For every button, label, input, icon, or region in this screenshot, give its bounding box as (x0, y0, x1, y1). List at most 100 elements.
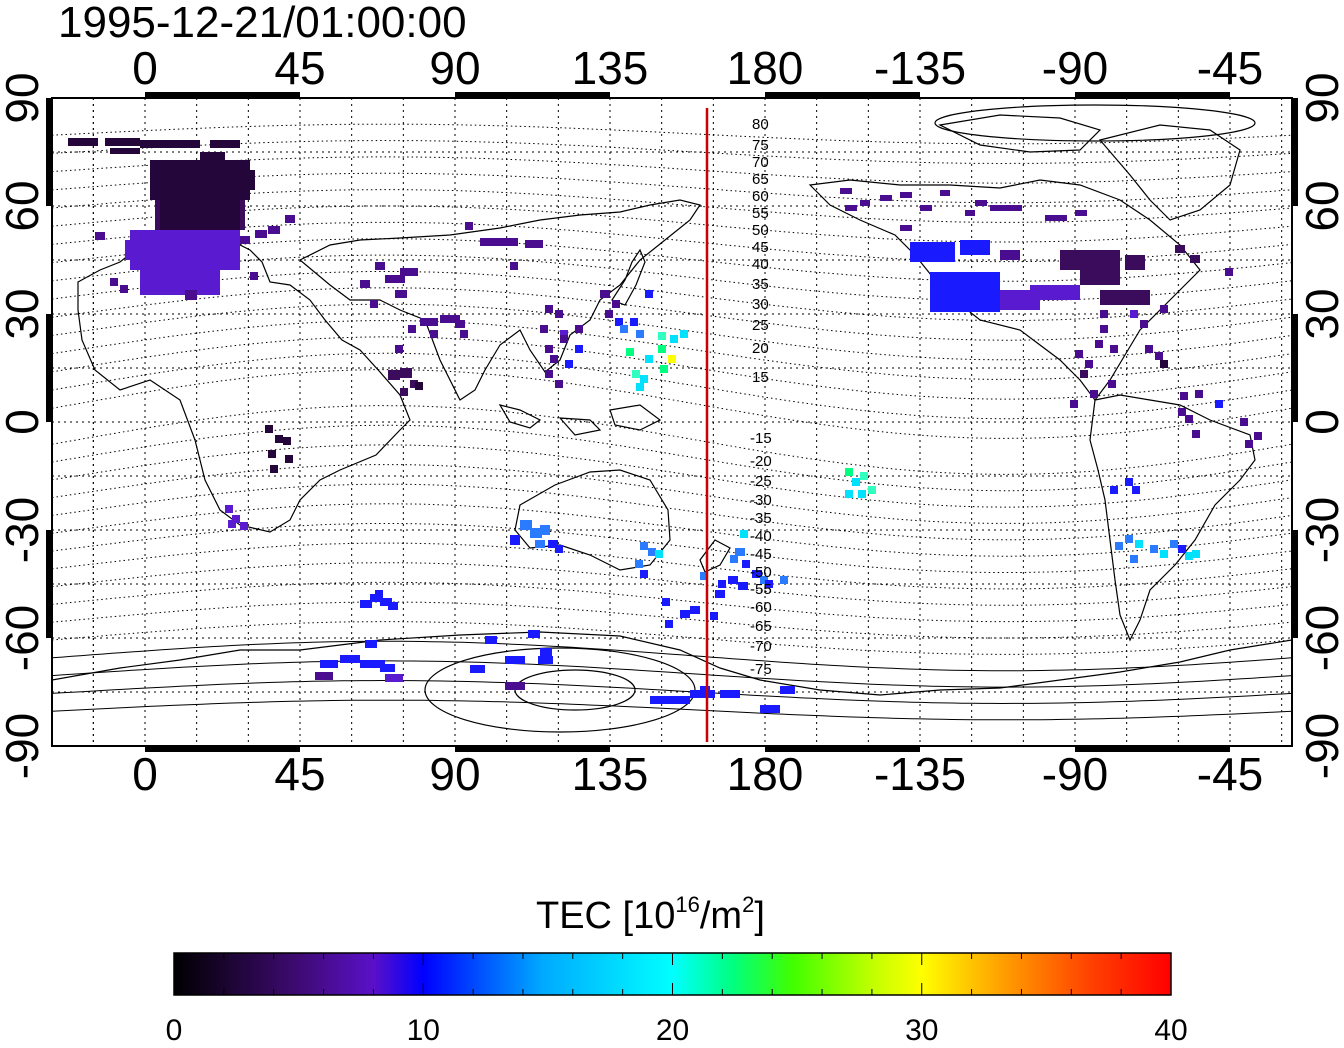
latitude-label-right: -30 (1296, 497, 1344, 563)
colorbar-label: 20 (656, 1014, 689, 1047)
tec-pixel (285, 215, 295, 223)
contour-label: 25 (752, 317, 769, 334)
tec-pixel (400, 268, 418, 276)
tec-pixel (555, 310, 563, 318)
tec-pixel (575, 325, 583, 333)
contour-label: 55 (752, 205, 769, 222)
tec-pixel (765, 580, 773, 588)
tec-pixel (1060, 250, 1120, 270)
tec-pixel (615, 318, 623, 326)
colorbar-label: 10 (407, 1014, 440, 1047)
longitude-label-top: 45 (274, 42, 325, 94)
tec-pixel (1095, 340, 1103, 348)
tec-pixel (1150, 545, 1158, 553)
tec-pixel (340, 655, 360, 663)
longitude-label-bottom: -135 (874, 748, 966, 800)
tec-pixel (1225, 268, 1233, 276)
tec-pixel (500, 238, 518, 246)
contour-label: 35 (752, 276, 769, 293)
colorbar-label: 0 (166, 1014, 183, 1047)
tec-pixel (728, 576, 738, 584)
tec-pixel (268, 450, 276, 458)
latitude-label-left: 90 (0, 72, 48, 123)
axis-bar (1075, 746, 1230, 752)
contour-label: -30 (750, 492, 772, 509)
magnetic-contour (52, 640, 1292, 672)
tec-pixel (1190, 255, 1200, 263)
tec-pixel (635, 560, 643, 568)
axis-bar (455, 92, 610, 98)
contour-label: 20 (752, 340, 769, 357)
axis-bar (1075, 92, 1230, 98)
tec-pixel (710, 612, 718, 620)
tec-pixel (910, 242, 955, 262)
tec-pixel (240, 236, 250, 244)
tec-pixel (640, 375, 648, 383)
tec-pixel (632, 370, 640, 378)
tec-pixel (395, 290, 407, 298)
tec-pixel (880, 195, 892, 201)
tec-pixel (930, 272, 1000, 312)
tec-pixel (530, 528, 542, 538)
latitude-labels-right: 90 60 30 0 -30 -60 -90 (1296, 72, 1344, 779)
colorbar-ticks: 0 10 20 30 40 (166, 953, 1188, 1047)
tec-pixel (650, 696, 690, 704)
contour-label: 30 (752, 296, 769, 313)
contour-label: -25 (750, 473, 772, 490)
axis-bar (765, 746, 920, 752)
magnetic-contour (52, 369, 1292, 439)
tec-pixel (395, 345, 403, 353)
latitude-label-right: 0 (1296, 409, 1344, 435)
tec-pixel (1010, 205, 1022, 211)
magnetic-contour (52, 156, 1292, 184)
tec-pixel (680, 330, 688, 338)
tec-pixel (640, 570, 648, 578)
tec-pixel (780, 576, 788, 584)
magnetic-contour (52, 542, 1292, 590)
tec-pixel (125, 240, 150, 260)
tec-pixel (612, 300, 620, 308)
tec-pixel (365, 640, 377, 648)
tec-pixel (845, 490, 853, 498)
magnetic-contour (52, 601, 1292, 639)
tec-pixel (225, 505, 233, 513)
magnetic-contour (52, 205, 1292, 243)
tec-pixel (105, 138, 140, 146)
magnetic-contour (52, 464, 1292, 524)
latitude-labels-left: 90 60 30 0 -30 -60 -90 (0, 72, 48, 779)
tec-pixel (738, 582, 748, 590)
longitude-label-top: -90 (1042, 42, 1108, 94)
tec-pixel (620, 325, 628, 333)
tec-pixel (960, 240, 990, 255)
plot-title: 1995-12-21/01:00:00 (58, 0, 467, 47)
tec-pixel (265, 425, 273, 433)
tec-pixel (360, 600, 372, 608)
magnetic-contour (52, 699, 1292, 721)
tec-pixel (68, 138, 98, 146)
tec-pixel (575, 345, 583, 353)
contour-label: 60 (752, 188, 769, 205)
tec-pixel (1175, 245, 1185, 253)
tec-pixel (220, 170, 255, 190)
tec-pixel (555, 380, 563, 388)
tec-pixel (840, 188, 852, 194)
colorbar-title: TEC [1016/m2] (536, 892, 765, 937)
tec-pixel (660, 365, 668, 373)
tec-pixel (1130, 555, 1138, 563)
tec-pixel (1180, 392, 1188, 400)
latitude-label-right: 90 (1296, 72, 1344, 123)
axis-bar (455, 746, 610, 752)
tec-pixel (1178, 545, 1186, 553)
tec-pixel (370, 300, 378, 308)
tec-pixel (700, 572, 708, 580)
tec-pixel (845, 205, 857, 211)
tec-pixel (645, 290, 653, 298)
tec-pixel (900, 225, 912, 231)
contour-label: -65 (750, 618, 772, 635)
latitude-label-left: -90 (0, 713, 48, 779)
tec-pixel (665, 620, 673, 628)
tec-pixel (385, 674, 403, 682)
tec-pixel (640, 542, 648, 550)
tec-pixel (1070, 400, 1078, 408)
